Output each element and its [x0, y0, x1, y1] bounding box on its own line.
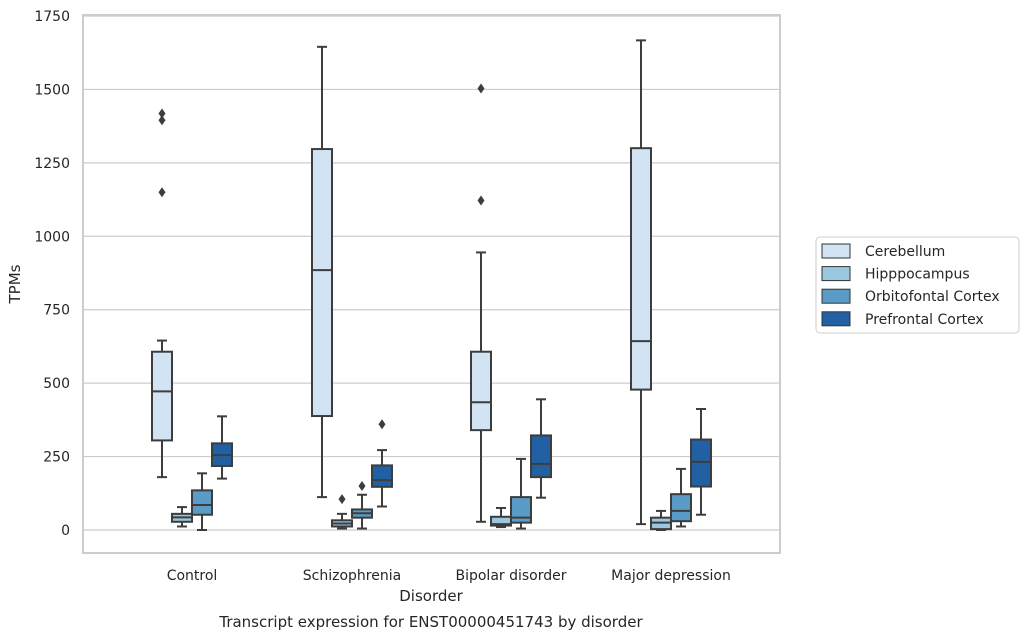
x-tick-label: Bipolar disorder	[455, 568, 566, 584]
outlier-point	[358, 480, 366, 491]
legend-frame	[815, 236, 1020, 334]
y-tick-label: 1500	[34, 82, 70, 98]
legend-label: Hipppocampus	[865, 267, 970, 283]
y-tick-label: 500	[43, 376, 70, 392]
box-cerebellum	[470, 83, 492, 523]
box-orbitofontal-cortex	[670, 467, 692, 528]
y-tick-label: 1000	[34, 229, 70, 245]
box-orbitofontal-cortex	[510, 457, 532, 530]
box-iqr	[510, 496, 532, 524]
outlier-point	[477, 195, 485, 206]
legend: Cerebellum Hipppocampus Orbitofontal Corte…	[815, 236, 1020, 334]
box-prefrontal-cortex	[211, 415, 233, 480]
y-axis-ticks: 0 250 500 750 1000 1250 1500 1750	[34, 9, 70, 539]
gridlines	[83, 15, 780, 531]
box-prefrontal-cortex	[530, 398, 552, 499]
legend-swatch	[821, 311, 851, 327]
box-iqr	[690, 438, 712, 488]
box-hipppocampus	[490, 506, 512, 529]
box-orbitofontal-cortex	[351, 480, 373, 530]
x-tick-label: Control	[167, 568, 218, 584]
box-prefrontal-cortex	[690, 407, 712, 516]
outlier-point	[158, 108, 166, 119]
box-iqr	[530, 434, 552, 479]
box-iqr	[311, 148, 333, 418]
box-cerebellum	[630, 39, 652, 526]
y-tick-label: 1750	[34, 9, 70, 25]
legend-swatch	[821, 288, 851, 304]
box-cerebellum	[311, 45, 333, 499]
x-tick-label: Schizophrenia	[303, 568, 401, 584]
box-prefrontal-cortex	[371, 419, 393, 508]
y-axis-title: TPMs	[6, 264, 24, 304]
box-iqr	[670, 493, 692, 523]
box-iqr	[630, 147, 652, 391]
outlier-point	[158, 115, 166, 126]
x-axis-title: Disorder	[399, 587, 463, 605]
y-tick-label: 250	[43, 450, 70, 466]
box-iqr	[470, 350, 492, 432]
box-hipppocampus	[171, 506, 193, 528]
legend-label: Cerebellum	[865, 244, 945, 260]
box-orbitofontal-cortex	[191, 472, 213, 531]
legend-swatch	[821, 266, 851, 282]
y-tick-label: 0	[61, 523, 70, 539]
box-iqr	[191, 489, 213, 516]
x-axis-ticks: Control Schizophrenia Bipolar disorder Majo…	[167, 568, 731, 584]
y-tick-label: 750	[43, 303, 70, 319]
outlier-point	[378, 419, 386, 430]
x-tick-label: Major depression	[611, 568, 731, 584]
box-hipppocampus	[650, 509, 672, 531]
legend-swatch	[821, 243, 851, 259]
chart-title: Transcript expression for ENST0000045174…	[218, 613, 643, 631]
box-cerebellum	[151, 108, 173, 479]
outlier-point	[158, 187, 166, 198]
outlier-point	[338, 494, 346, 505]
y-tick-label: 1250	[34, 156, 70, 172]
legend-label: Orbitofontal Cortex	[865, 289, 1000, 305]
box-plots	[151, 39, 712, 531]
box-iqr	[371, 464, 393, 488]
box-iqr	[151, 350, 173, 442]
plot-frame	[82, 14, 781, 554]
box-hipppocampus	[331, 494, 353, 530]
outlier-point	[477, 83, 485, 94]
legend-label: Prefrontal Cortex	[865, 312, 984, 328]
